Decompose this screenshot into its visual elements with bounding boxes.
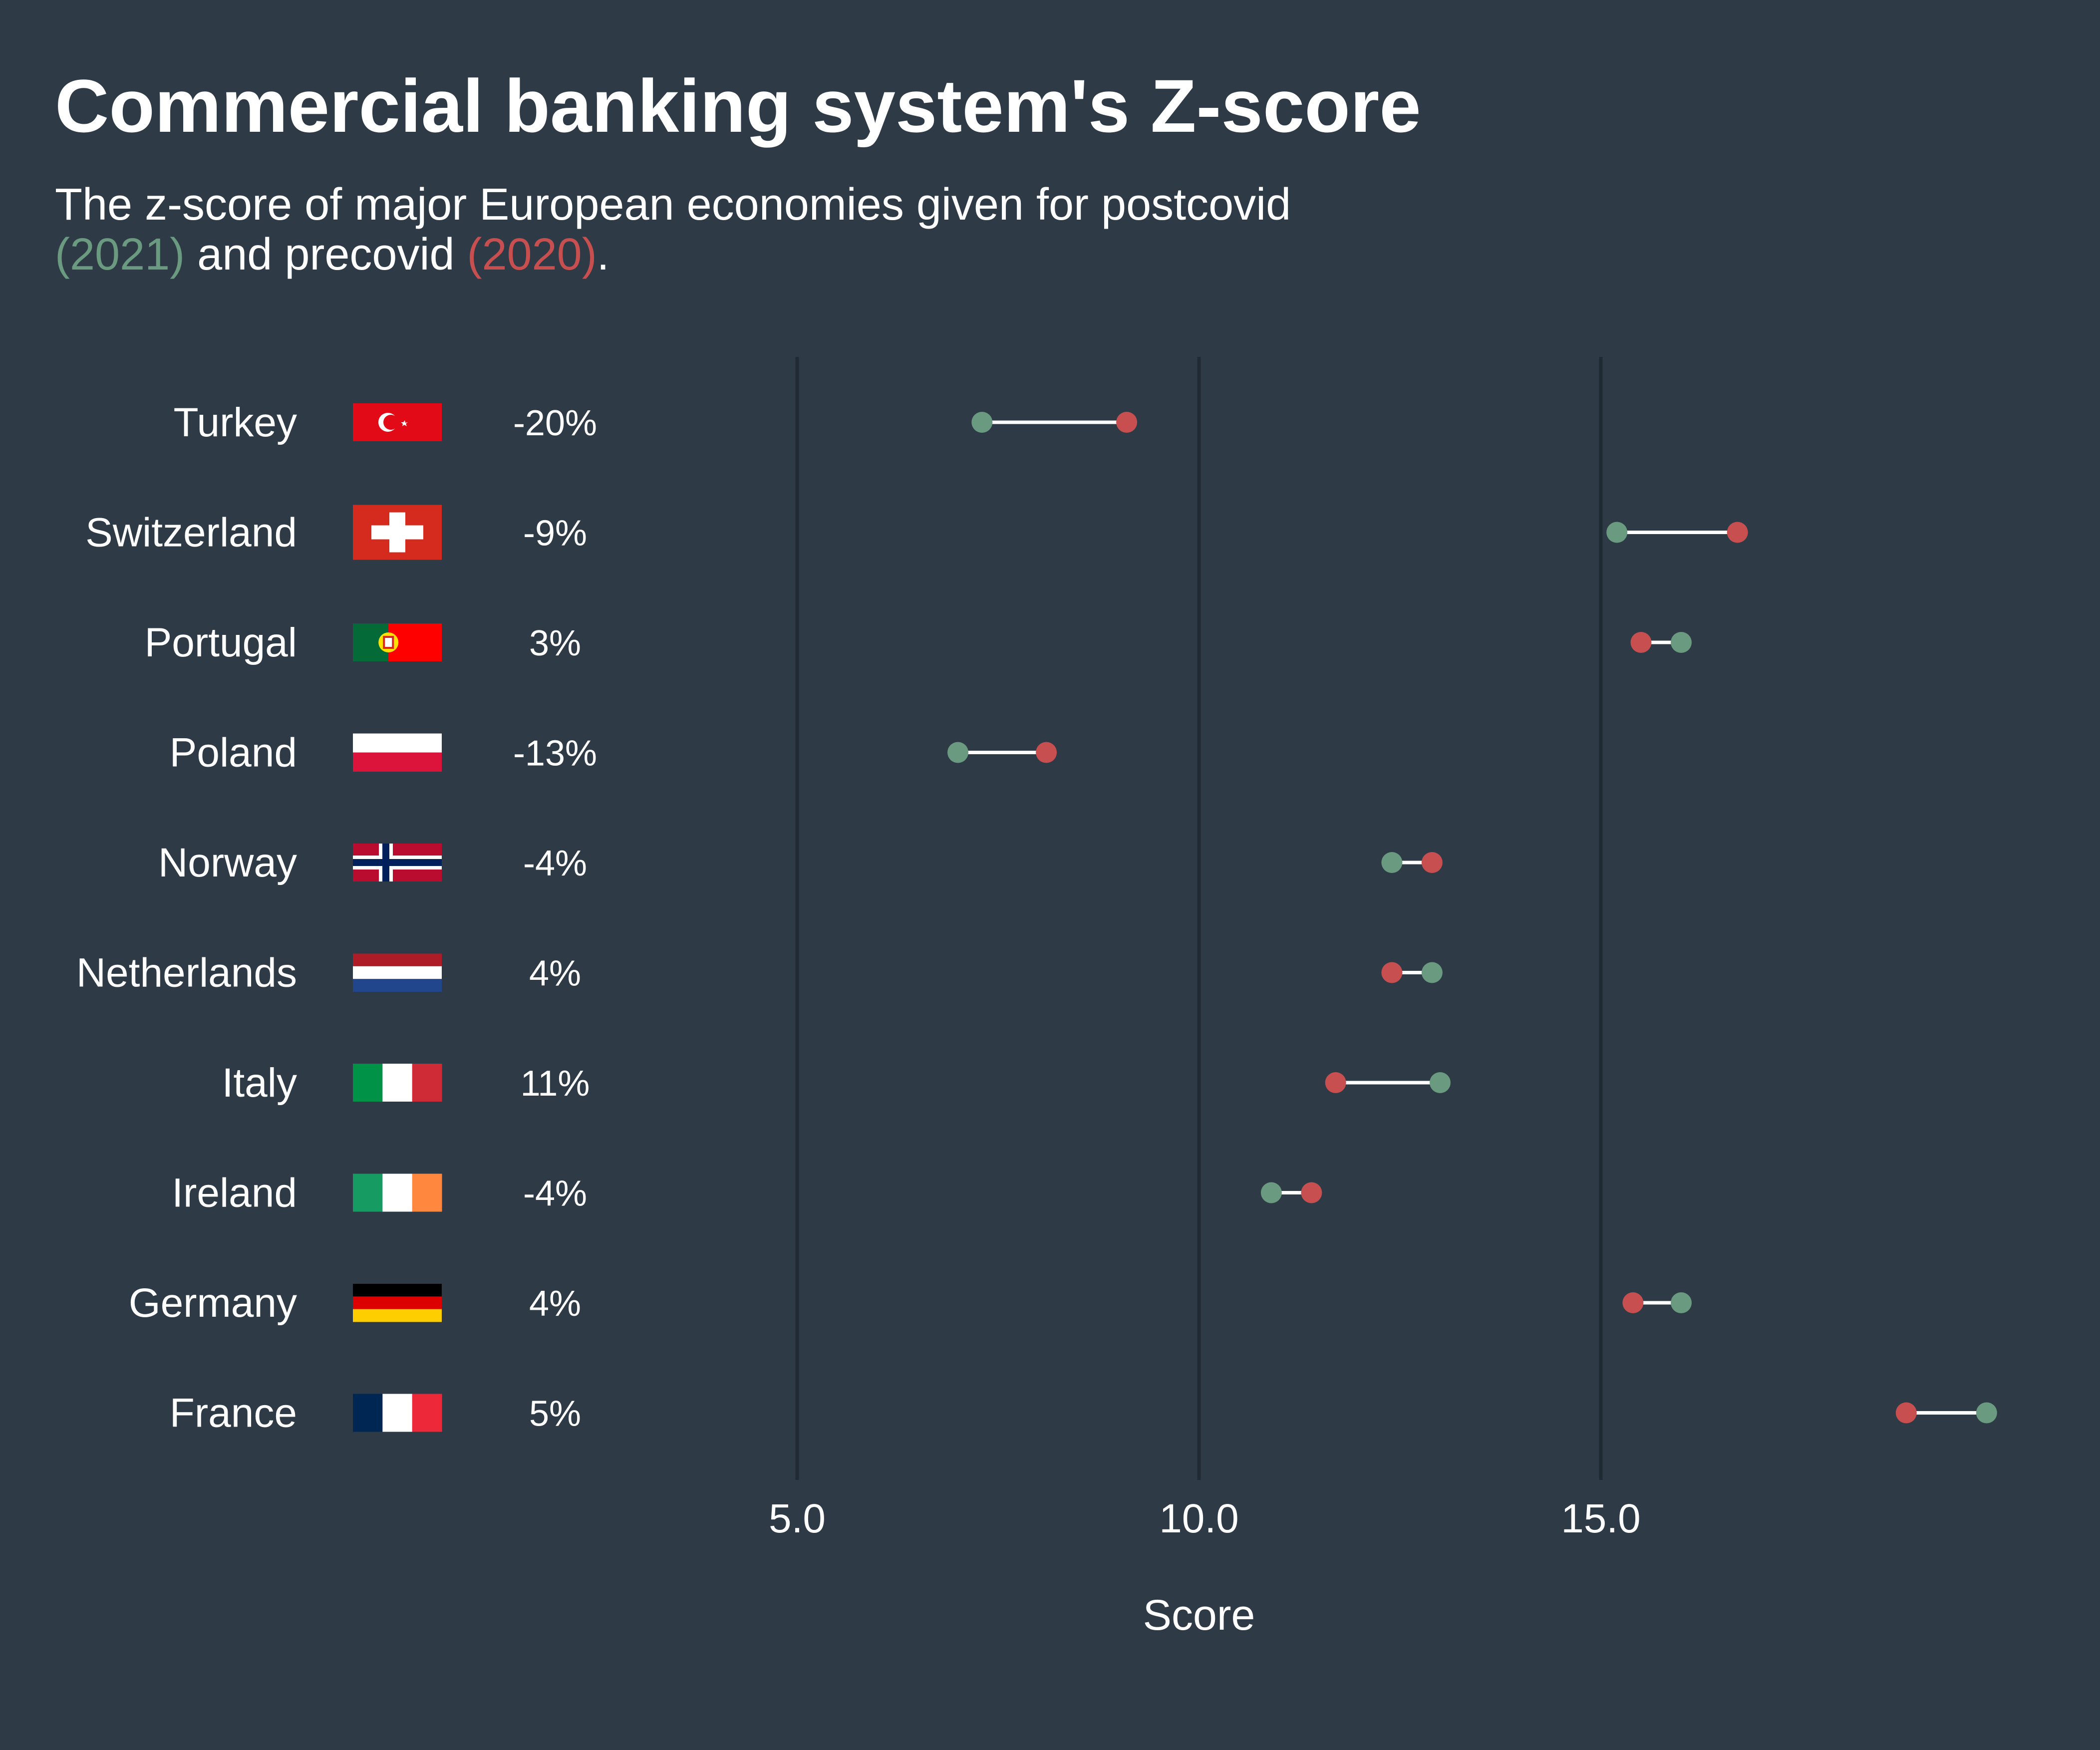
country-label: Switzerland [85,510,297,556]
subtitle-suffix: . [597,230,609,280]
subtitle-text: The z-score of major European economies … [55,180,1291,230]
postcovid-point [1671,632,1692,653]
postcovid-point [1381,852,1403,873]
change-label: -9% [523,514,587,554]
chart-row: Portugal 3% [145,620,1692,665]
postcovid-point [1606,522,1628,543]
chart-row: Poland -13% [170,730,1057,776]
flag-cross-inner-horizontal [353,859,442,866]
subtitle-middle-text: and precovid [185,230,467,280]
poland-flag-icon [353,733,442,772]
change-label: 3% [529,623,581,663]
chart-row: Switzerland -9% [85,505,1748,560]
flag-stripe [412,1173,442,1212]
flag-stripe [353,1394,383,1432]
flag-star [401,420,408,426]
precovid-point [1622,1292,1644,1313]
change-label: -4% [523,1174,587,1214]
flag-stripe [412,1394,442,1432]
precovid-point [1325,1072,1346,1093]
italy-flag-icon [353,1064,442,1102]
country-label: Turkey [173,400,297,445]
flag-stripe [353,1173,383,1212]
flag-stripe [353,953,442,967]
change-label: -13% [513,734,597,774]
precovid-point [1116,412,1138,433]
netherlands-flag-icon [353,953,442,992]
change-label: 5% [529,1394,581,1434]
flag-stripe [353,752,442,772]
postcovid-point [1430,1072,1451,1093]
precovid-point [1895,1402,1917,1424]
precovid-point [1381,962,1403,983]
postcovid-point [1260,1182,1282,1203]
country-label: Italy [222,1060,297,1106]
country-label: Netherlands [76,950,297,996]
flag-cross-horizontal [371,525,423,540]
precovid-point [1630,632,1652,653]
x-tick-label: 5.0 [769,1496,826,1541]
x-tick-label: 10.0 [1159,1496,1239,1541]
norway-flag-icon [353,844,442,881]
chart-row: France 5% [170,1391,1997,1436]
flag-stripe [353,1064,383,1102]
flag-stripe [353,979,442,992]
x-tick-label: 15.0 [1561,1496,1641,1541]
chart-row: Turkey -20% [173,400,1138,445]
flag-stripe [353,733,442,753]
subtitle-precovid-year: (2020) [467,230,597,280]
flag-stripe [382,1394,413,1432]
turkey-flag-icon [353,403,442,441]
change-label: -20% [513,403,597,443]
flag-stripe [353,1296,442,1310]
germany-flag-icon [353,1284,442,1322]
precovid-point [1421,852,1443,873]
country-label: Ireland [172,1170,297,1216]
postcovid-point [947,742,968,763]
change-label: 11% [521,1064,590,1104]
chart-row: Netherlands 4% [76,950,1443,996]
chart-title: Commercial banking system's Z-score [55,64,1421,148]
flag-stripe [382,1173,413,1212]
postcovid-point [1671,1292,1692,1313]
chart-rows: Turkey -20% Switzerland -9% Portugal 3% Poland… [76,400,1997,1436]
precovid-point [1301,1182,1322,1203]
ireland-flag-icon [353,1173,442,1212]
country-label: Germany [129,1280,297,1326]
precovid-point [1727,522,1748,543]
country-label: Norway [158,840,297,885]
chart-row: Germany 4% [129,1280,1692,1326]
portugal-flag-icon [353,623,442,661]
country-label: France [170,1391,297,1436]
change-label: 4% [529,954,581,994]
chart-row: Italy 11% [222,1060,1451,1106]
postcovid-point [1421,962,1443,983]
x-axis: 5.0 10.0 15.0 [769,1496,1641,1541]
flag-crescent-cut [383,415,398,430]
switzerland-flag-icon [353,505,442,560]
country-label: Portugal [145,620,297,665]
flag-stripe [353,1284,442,1297]
flag-stripe [353,966,442,979]
gridlines [795,357,1603,1480]
precovid-point [1036,742,1057,763]
chart-row: Ireland -4% [172,1170,1322,1216]
france-flag-icon [353,1394,442,1432]
change-label: -4% [523,844,587,883]
subtitle-postcovid-year: (2021) [55,230,185,280]
change-label: 4% [529,1284,581,1324]
flag-shield [383,636,394,649]
x-axis-title: Score [1143,1591,1255,1639]
postcovid-point [971,412,993,433]
flag-stripe [382,1064,413,1102]
country-label: Poland [170,730,297,776]
chart-row: Norway -4% [158,840,1443,885]
flag-stripe [412,1064,442,1102]
flag-stripe [353,1309,442,1322]
chart-subtitle: The z-score of major European economies … [55,180,1291,280]
postcovid-point [1976,1402,1997,1424]
